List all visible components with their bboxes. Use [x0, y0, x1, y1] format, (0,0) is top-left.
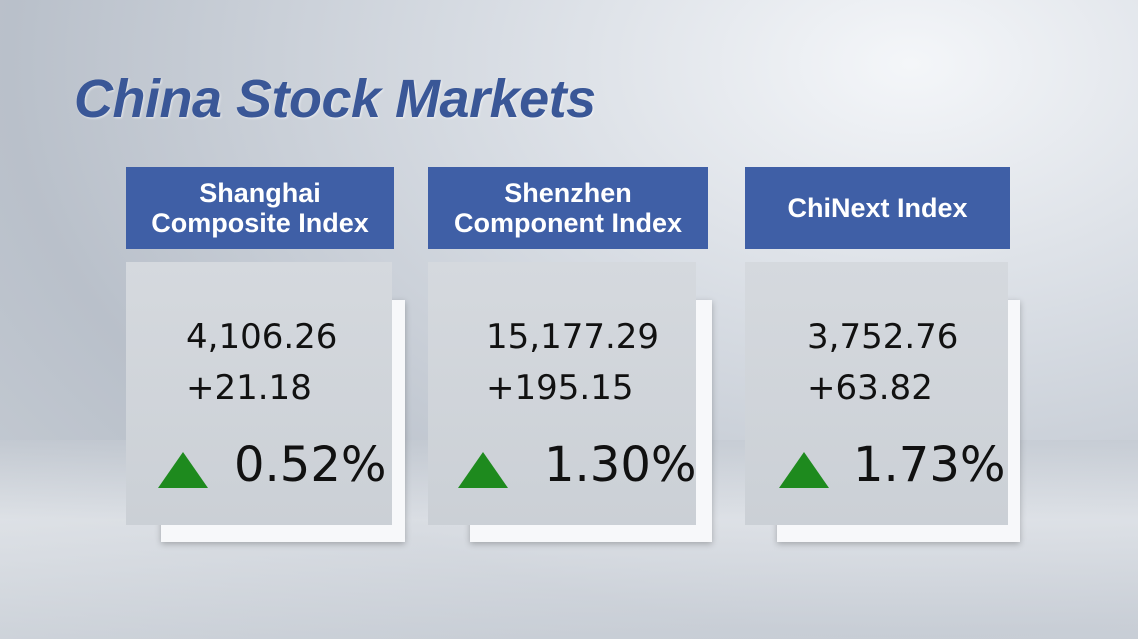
title: China Stock Markets [74, 69, 596, 129]
card-body: 15,177.29 +195.15 1.30% [428, 262, 696, 525]
index-percent: 1.73% [853, 437, 1006, 493]
card-header: Shanghai Composite Index [126, 167, 394, 249]
index-name: Component Index [454, 208, 682, 238]
index-change: +195.15 [486, 368, 634, 408]
up-arrow [158, 452, 208, 488]
card-header: Shenzhen Component Index [428, 167, 708, 249]
index-name: Composite Index [151, 208, 369, 238]
card-body: 4,106.26 +21.18 0.52% [126, 262, 392, 525]
index-value: 4,106.26 [186, 317, 338, 357]
index-change: +21.18 [186, 368, 312, 408]
card-header: ChiNext Index [745, 167, 1010, 249]
index-name: Shanghai [199, 178, 321, 208]
index-percent: 1.30% [544, 437, 697, 493]
index-card: Shanghai Composite Index 4,106.26 +21.18 0.5… [126, 167, 405, 547]
up-arrow [779, 452, 829, 488]
card-body: 3,752.76 +63.82 1.73% [745, 262, 1008, 525]
index-value: 15,177.29 [486, 317, 660, 357]
index-percent: 0.52% [234, 437, 387, 493]
index-card: ChiNext Index 3,752.76 +63.82 1.73% [745, 167, 1020, 547]
index-change: +63.82 [807, 368, 933, 408]
up-arrow [458, 452, 508, 488]
index-value: 3,752.76 [807, 317, 959, 357]
index-card: Shenzhen Component Index 15,177.29 +195.15 1… [428, 167, 712, 547]
index-name: ChiNext Index [787, 193, 968, 223]
index-name: Shenzhen [504, 178, 632, 208]
